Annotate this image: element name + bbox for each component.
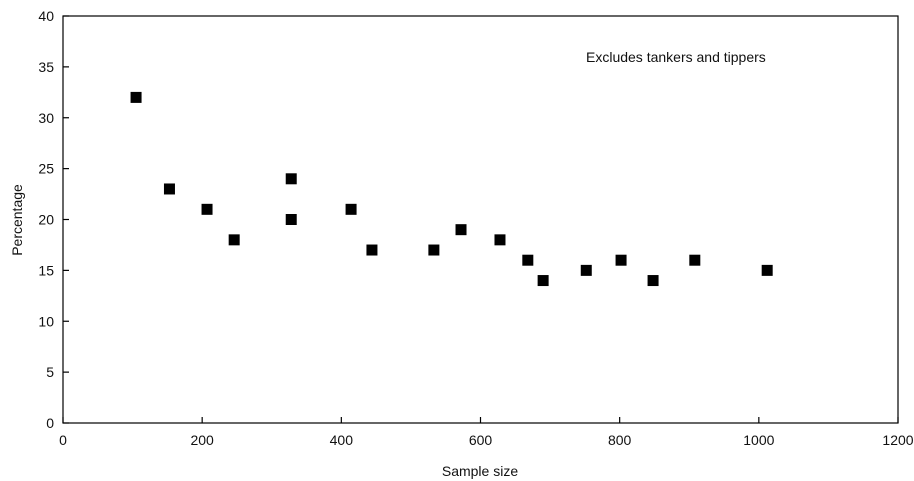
data-point	[689, 254, 701, 266]
data-point	[455, 224, 467, 236]
data-point	[494, 234, 506, 246]
y-tick-label: 25	[38, 161, 54, 177]
data-point	[761, 264, 773, 276]
y-tick-label: 30	[38, 110, 54, 126]
plot-frame	[62, 15, 899, 424]
x-tick-label: 0	[59, 432, 67, 448]
x-tick-label: 1200	[882, 432, 913, 448]
data-point	[615, 254, 627, 266]
y-axis-label: Percentage	[9, 184, 25, 256]
data-point	[285, 214, 297, 225]
y-tick-label: 20	[38, 212, 54, 228]
y-tick-label: 10	[38, 313, 54, 329]
y-tick-label: 40	[38, 8, 54, 24]
data-points	[130, 91, 773, 287]
data-point	[130, 91, 142, 103]
data-point	[428, 244, 440, 256]
data-point	[228, 234, 240, 246]
data-point	[285, 173, 297, 185]
data-point	[580, 264, 592, 276]
x-tick-label: 800	[608, 432, 632, 448]
y-tick-label: 15	[38, 262, 54, 278]
y-tick-label: 0	[46, 415, 54, 431]
y-axis: 0 5 10 15 20 25 30 35 40	[38, 8, 69, 431]
x-tick-label: 600	[469, 432, 493, 448]
data-point	[537, 275, 549, 287]
data-point	[345, 203, 357, 215]
chart-annotation: Excludes tankers and tippers	[586, 49, 766, 65]
data-point	[201, 203, 213, 215]
x-tick-label: 200	[190, 432, 214, 448]
x-axis-label: Sample size	[442, 463, 518, 479]
y-tick-label: 35	[38, 59, 54, 75]
x-tick-label: 400	[330, 432, 354, 448]
data-point	[163, 183, 175, 195]
data-point	[522, 254, 534, 266]
x-axis: 0 200 400 600 800 1000 1200	[59, 417, 914, 448]
y-tick-label: 5	[46, 364, 54, 380]
x-tick-label: 1000	[743, 432, 774, 448]
data-point	[647, 275, 659, 287]
data-point	[366, 244, 378, 256]
